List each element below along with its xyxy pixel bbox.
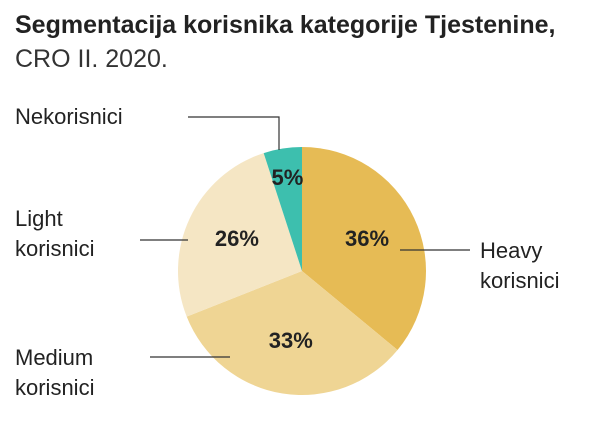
legend-label: Nekorisnici [15,104,123,129]
value-label: 36% [345,226,389,251]
legend-label: Medium korisnici [15,345,95,400]
legend-label: Light korisnici [15,206,95,261]
pie-slice [302,147,426,351]
legend-label: Heavy korisnici [480,238,560,293]
slices [178,147,426,396]
value-label: 33% [269,328,313,353]
chart-subtitle: CRO II. 2020. [15,45,168,73]
leader-lines [140,116,470,358]
leader-line [188,116,280,150]
value-labels: 36% 33% 26% 5% [215,165,389,353]
pie-slice [263,147,302,271]
value-label: 5% [272,165,304,190]
value-label: 26% [215,226,259,251]
title-block: Segmentacija korisnika kategorije Tjeste… [15,8,585,76]
chart-title: Segmentacija korisnika kategorije Tjeste… [15,11,556,39]
pie-slice [186,271,398,396]
pie-slice [178,153,302,317]
